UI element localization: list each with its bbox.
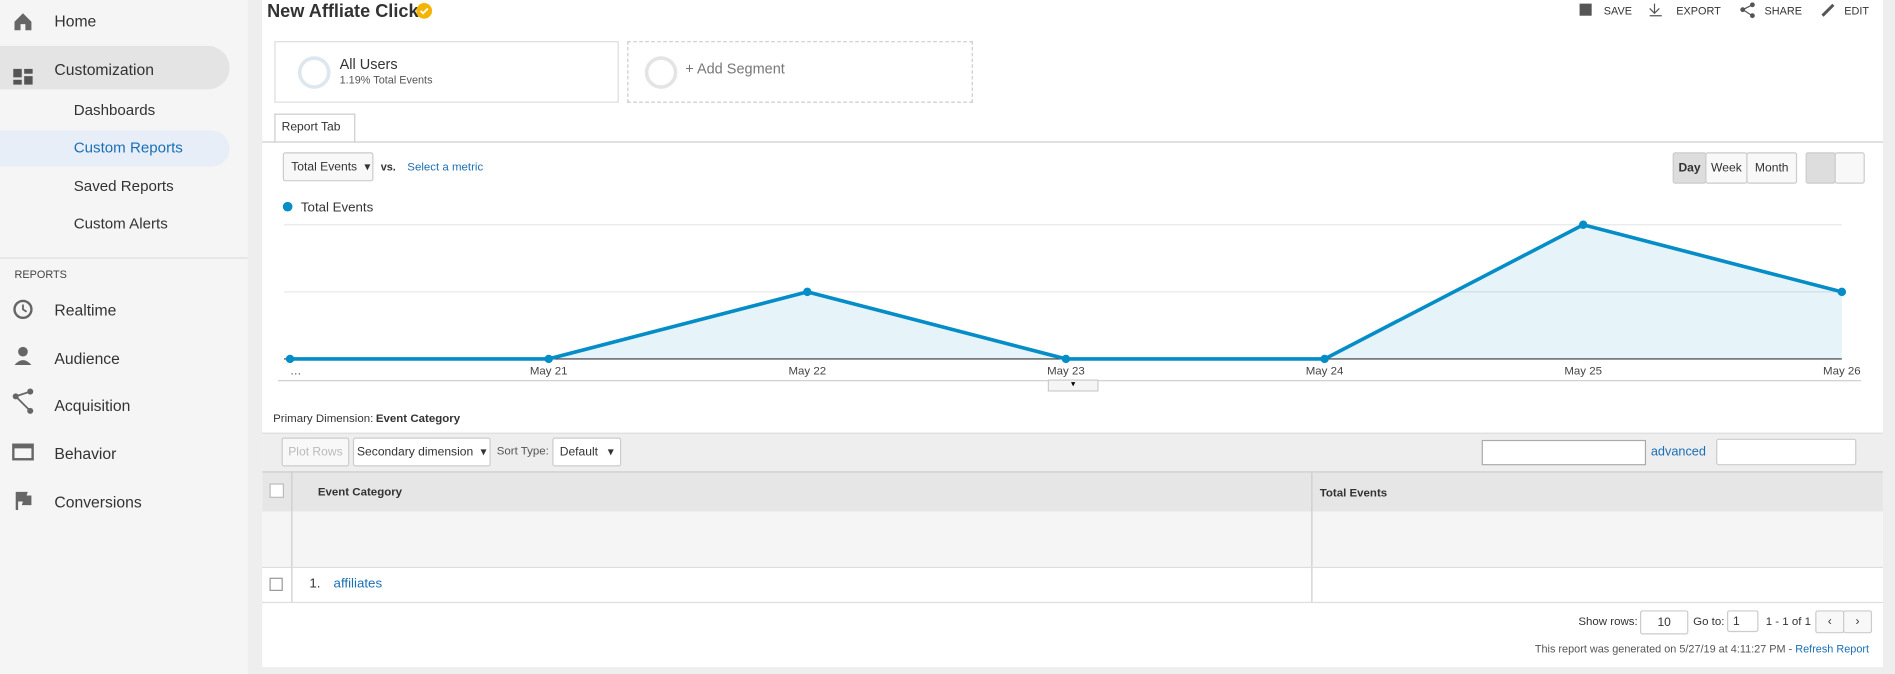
nav-item[interactable]: Custom Alerts: [73, 215, 168, 233]
period-button[interactable]: Month: [1746, 152, 1798, 184]
action-icons: [1579, 2, 1835, 19]
save-button[interactable]: SAVE: [1603, 4, 1632, 17]
primary-label: Primary Dimension:: [273, 412, 374, 426]
nav-customization[interactable]: Customization: [54, 60, 154, 79]
active-item: [0, 130, 230, 167]
x-tick-label: May 21: [530, 366, 568, 378]
nav-report[interactable]: Conversions: [54, 493, 142, 512]
x-tick-label: May 25: [1564, 366, 1602, 378]
nav-home[interactable]: Home: [54, 12, 97, 31]
totals-row: [262, 511, 1883, 567]
caret: ▾: [480, 445, 487, 459]
nav-item[interactable]: Custom Reports: [73, 138, 183, 156]
line-chart-toggle[interactable]: [1805, 152, 1836, 184]
metric-label: Total Events: [291, 160, 358, 174]
add-ring: [644, 56, 678, 89]
segment-detail: 1.19% Total Events: [339, 73, 433, 86]
page-range: 1 - 1 of 1: [1765, 615, 1812, 629]
segment-name: All Users: [339, 55, 398, 73]
verified-icon: [416, 3, 433, 19]
vs-label: vs.: [380, 160, 396, 173]
secondary-label: Secondary dimension: [356, 445, 474, 459]
sort-label: Sort Type:: [496, 444, 549, 459]
row-checkbox[interactable]: [269, 577, 283, 591]
motion-chart-toggle[interactable]: [1834, 152, 1865, 184]
column-header[interactable]: Total Events: [1319, 487, 1388, 501]
col-line: [291, 471, 293, 602]
add-segment[interactable]: [627, 41, 973, 103]
goto-label: Go to:: [1693, 615, 1725, 629]
nav-icons: [12, 13, 34, 511]
sidebar: Home Customization Dashboards Custom Rep…: [0, 0, 248, 674]
select-metric[interactable]: Select a metric: [407, 160, 484, 175]
point: [1061, 354, 1071, 364]
secondary-dimension[interactable]: Secondary dimension ▾: [352, 437, 491, 467]
point: [1578, 220, 1588, 230]
col-line: [1311, 471, 1313, 602]
point: [1320, 354, 1329, 364]
goto-input[interactable]: 1: [1727, 610, 1759, 633]
add-segment-label[interactable]: + Add Segment: [685, 60, 785, 78]
prev-page[interactable]: ‹: [1815, 610, 1845, 634]
legend-label: Total Events: [301, 199, 374, 214]
generated-text: This report was generated on 5/27/19 at …: [1534, 642, 1796, 656]
sort-value: Default: [559, 445, 599, 459]
x-tick-label: May 23: [1047, 366, 1085, 378]
table-header: [262, 471, 1883, 513]
chart: … May 21 May 22 May 23 May 24 May 25 May 26 Tot…: [277, 199, 1862, 382]
nav-item[interactable]: Saved Reports: [73, 177, 174, 195]
nav-report[interactable]: Realtime: [54, 300, 117, 320]
tab-label[interactable]: Report Tab: [281, 120, 341, 135]
point: [1837, 287, 1847, 297]
divider: [0, 257, 248, 259]
x-tick-label: May 22: [788, 366, 826, 378]
row-link[interactable]: affiliates: [333, 576, 383, 591]
view-toggles[interactable]: [1716, 438, 1857, 466]
point: [285, 354, 295, 364]
caret: ▾: [364, 160, 371, 174]
show-rows-label: Show rows:: [1578, 615, 1638, 629]
x-tick-label: May 26: [1823, 366, 1861, 378]
column-header[interactable]: Event Category: [317, 485, 403, 500]
next-page[interactable]: ›: [1843, 610, 1873, 634]
period-button[interactable]: Day: [1672, 152, 1707, 184]
x-tick-label: May 24: [1306, 366, 1344, 378]
table-row: [262, 566, 1883, 604]
tab[interactable]: [274, 113, 356, 143]
active-group: [0, 45, 230, 90]
report-title: New Affliate Click: [267, 1, 419, 22]
search-box[interactable]: [1481, 439, 1647, 466]
primary-dimension[interactable]: Event Category: [375, 412, 461, 426]
nav-report[interactable]: Audience: [54, 349, 120, 368]
period-button[interactable]: Week: [1705, 152, 1748, 184]
edit-button[interactable]: EDIT: [1844, 4, 1870, 17]
row-index: 1.: [309, 576, 321, 591]
export-button[interactable]: EXPORT: [1676, 4, 1721, 17]
point: [544, 354, 553, 364]
advanced-link[interactable]: advanced: [1650, 444, 1706, 460]
sort-select[interactable]: Default ▾: [552, 437, 622, 467]
x-tick-label: …: [290, 366, 301, 378]
section-label: REPORTS: [14, 268, 67, 281]
chart-resize[interactable]: ▾: [1047, 379, 1099, 392]
nav-item[interactable]: Dashboards: [73, 101, 156, 119]
nav-report[interactable]: Behavior: [54, 444, 117, 463]
segment-ring: [297, 56, 331, 89]
tab-line: [262, 141, 1883, 143]
segment-card[interactable]: [274, 41, 619, 103]
legend-marker: [282, 201, 293, 212]
generated-note: This report was generated on 5/27/19 at …: [1535, 643, 1869, 655]
metric-select[interactable]: Total Events ▾: [282, 152, 374, 182]
select-all[interactable]: [269, 483, 285, 498]
plot-rows[interactable]: Plot Rows: [281, 437, 350, 467]
refresh-link[interactable]: Refresh Report: [1795, 642, 1870, 656]
point: [803, 287, 812, 297]
nav-report[interactable]: Acquisition: [54, 396, 131, 415]
caret: ▾: [607, 445, 614, 459]
share-button[interactable]: SHARE: [1764, 4, 1802, 17]
rows-select[interactable]: 10: [1640, 610, 1689, 635]
